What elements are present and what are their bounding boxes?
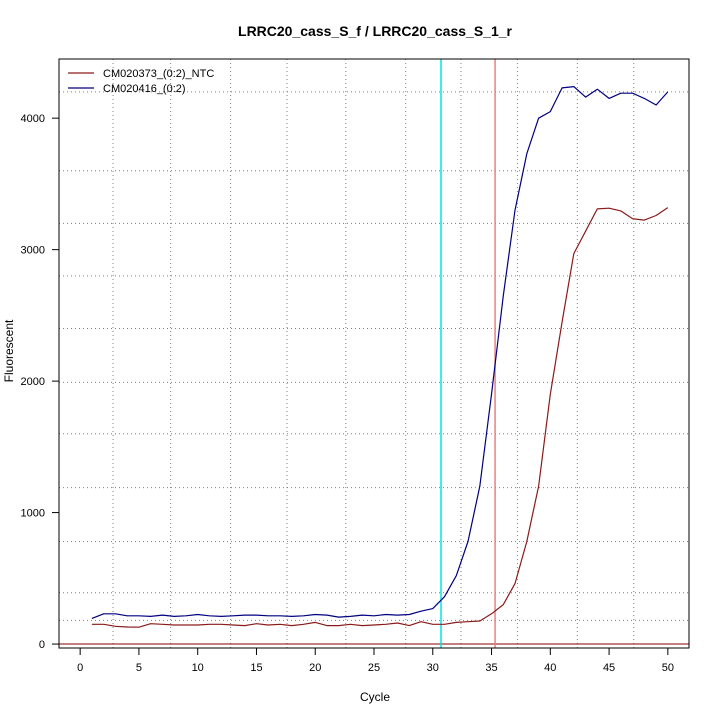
y-tick-label: 2000 — [21, 376, 45, 388]
x-tick-label: 15 — [250, 662, 262, 674]
series-line-2 — [91, 85, 669, 619]
x-tick-label: 30 — [427, 662, 439, 674]
series-lines — [91, 85, 669, 628]
y-tick-label: 4000 — [21, 113, 45, 125]
x-axis: 0 5 10 15 20 25 30 35 40 45 50 — [77, 647, 674, 674]
legend: CM020373_(0:2)_NTC CM020416_(0:2) — [68, 68, 214, 95]
y-axis-label: Fluorescent — [2, 319, 16, 382]
x-tick-label: 40 — [544, 662, 556, 674]
x-axis-label: Cycle — [360, 690, 390, 704]
legend-label-2: CM020416_(0:2) — [103, 83, 186, 95]
x-tick-label: 10 — [192, 662, 204, 674]
x-tick-label: 0 — [77, 662, 83, 674]
x-tick-label: 25 — [368, 662, 380, 674]
y-tick-label: 3000 — [21, 245, 45, 257]
threshold-lines — [59, 59, 689, 648]
x-tick-label: 35 — [485, 662, 497, 674]
y-tick-label: 0 — [39, 639, 45, 651]
x-tick-label: 50 — [662, 662, 674, 674]
y-tick-label: 1000 — [21, 508, 45, 520]
y-axis: 0 1000 2000 3000 4000 — [21, 113, 60, 651]
series-line-1 — [91, 207, 669, 628]
grid-lines — [59, 59, 689, 648]
legend-label-1: CM020373_(0:2)_NTC — [103, 68, 214, 80]
x-tick-label: 45 — [603, 662, 615, 674]
x-tick-label: 5 — [136, 662, 142, 674]
x-tick-label: 20 — [309, 662, 321, 674]
chart-title: LRRC20_cass_S_f / LRRC20_cass_S_1_r — [238, 23, 512, 39]
